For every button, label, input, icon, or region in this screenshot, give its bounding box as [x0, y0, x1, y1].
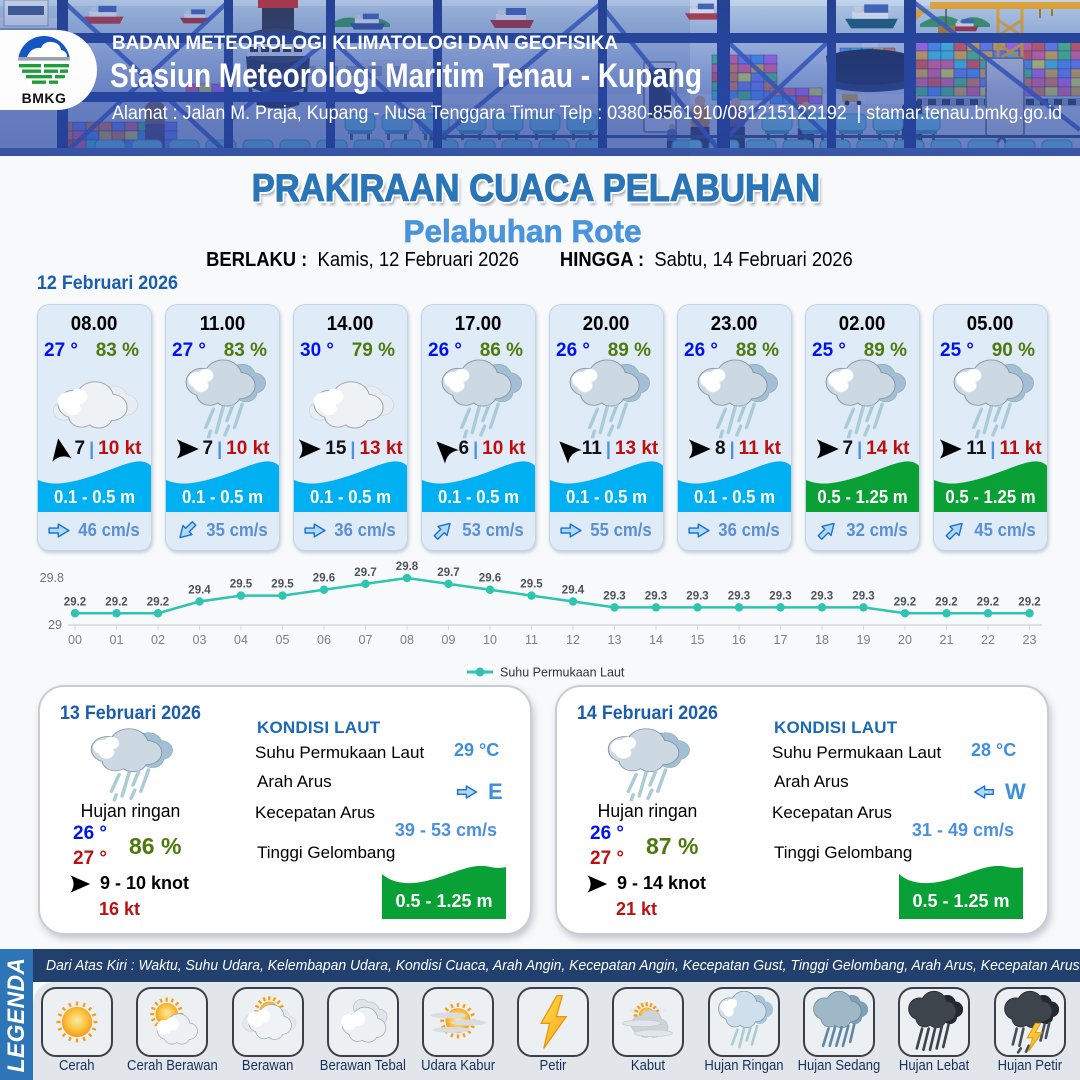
svg-text:12: 12	[566, 633, 580, 647]
svg-text:14: 14	[649, 633, 663, 647]
svg-text:29.7: 29.7	[437, 567, 459, 579]
svg-text:21: 21	[940, 633, 954, 647]
svg-text:15: 15	[691, 633, 705, 647]
svg-text:11: 11	[525, 633, 538, 647]
svg-text:29.8: 29.8	[396, 561, 419, 573]
svg-text:18: 18	[815, 633, 829, 647]
svg-text:09: 09	[442, 633, 456, 647]
svg-text:BADAN METEOROLOGI KLIMATOLOGI: BADAN METEOROLOGI KLIMATOLOGI DAN GEOFIS…	[112, 33, 618, 54]
svg-text:29.7: 29.7	[354, 567, 376, 579]
svg-text:29.8: 29.8	[40, 571, 64, 585]
svg-text:29.2: 29.2	[64, 596, 86, 608]
svg-text:29.3: 29.3	[811, 590, 833, 602]
svg-text:03: 03	[193, 633, 207, 647]
svg-text:29.3: 29.3	[645, 590, 667, 602]
svg-text:BMKG: BMKG	[22, 90, 67, 106]
svg-text:00: 00	[68, 633, 82, 647]
svg-text:Alamat : Jalan M. Praja, Kupan: Alamat : Jalan M. Praja, Kupang - Nusa T…	[112, 103, 1062, 124]
svg-text:29.2: 29.2	[105, 596, 127, 608]
svg-text:29.5: 29.5	[520, 579, 543, 591]
svg-text:05: 05	[276, 633, 290, 647]
svg-text:0.5 - 1.25 m: 0.5 - 1.25 m	[912, 891, 1009, 911]
svg-text:Stasiun Meteorologi Maritim Te: Stasiun Meteorologi Maritim Tenau - Kupa…	[110, 57, 702, 95]
svg-text:29.5: 29.5	[230, 579, 253, 591]
svg-text:10: 10	[483, 633, 497, 647]
svg-text:29.2: 29.2	[1018, 596, 1040, 608]
svg-text:29.3: 29.3	[686, 590, 708, 602]
svg-text:29.3: 29.3	[852, 590, 874, 602]
svg-text:16: 16	[732, 633, 746, 647]
svg-text:04: 04	[234, 633, 248, 647]
svg-text:20: 20	[898, 633, 912, 647]
svg-text:29.4: 29.4	[562, 585, 585, 597]
svg-text:29.3: 29.3	[769, 590, 791, 602]
svg-text:29.2: 29.2	[894, 596, 916, 608]
svg-text:06: 06	[317, 633, 331, 647]
svg-text:19: 19	[857, 633, 871, 647]
svg-text:01: 01	[110, 633, 124, 647]
svg-text:29.2: 29.2	[977, 596, 999, 608]
svg-text:29.4: 29.4	[188, 585, 211, 597]
svg-text:29.2: 29.2	[147, 596, 169, 608]
svg-text:13: 13	[608, 633, 622, 647]
svg-text:17: 17	[774, 633, 788, 647]
svg-text:02: 02	[151, 633, 165, 647]
svg-text:0.5 - 1.25 m: 0.5 - 1.25 m	[395, 891, 492, 911]
svg-text:07: 07	[359, 633, 373, 647]
svg-text:Suhu Permukaan Laut: Suhu Permukaan Laut	[500, 666, 625, 680]
svg-text:29.6: 29.6	[479, 573, 501, 585]
svg-text:29.3: 29.3	[728, 590, 750, 602]
svg-text:29: 29	[48, 618, 62, 632]
svg-text:22: 22	[981, 633, 995, 647]
svg-text:29.6: 29.6	[313, 573, 335, 585]
svg-text:29.5: 29.5	[271, 579, 294, 591]
svg-text:08: 08	[400, 633, 414, 647]
svg-text:23: 23	[1023, 633, 1037, 647]
svg-text:29.2: 29.2	[935, 596, 957, 608]
svg-text:29.3: 29.3	[603, 590, 625, 602]
